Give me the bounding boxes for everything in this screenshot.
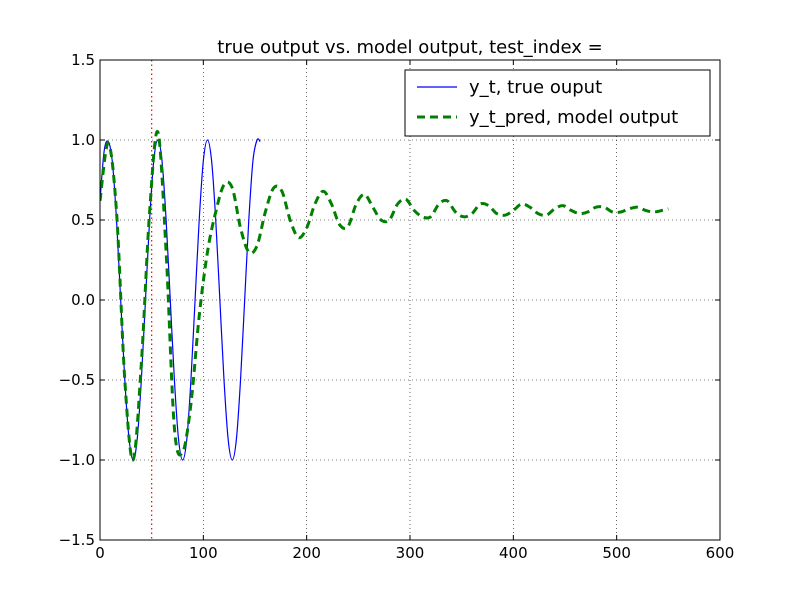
grid-lines	[100, 60, 720, 540]
axes: 0 100 200 300 400 500 600 −1.5 −1.0 −0.5 0.0 0.5 1.0…	[59, 51, 735, 562]
series-layer	[100, 60, 669, 540]
y-tick-label: 0.0	[71, 291, 95, 309]
y-tick-label: −0.5	[59, 371, 95, 389]
y-tick-label: 0.5	[71, 211, 95, 229]
y-tick-label: −1.5	[59, 531, 95, 549]
x-tick-label: 500	[602, 544, 631, 562]
legend-label-1: y_t_pred, model output	[469, 107, 678, 128]
x-tick-label: 200	[292, 544, 321, 562]
legend-box	[404, 69, 711, 137]
x-tick-label: 300	[396, 544, 425, 562]
x-tick-label: 600	[706, 544, 735, 562]
legend-label-0: y_t, true ouput	[469, 77, 602, 98]
y-tick-label: 1.0	[71, 131, 95, 149]
y-tick-label: 1.5	[71, 51, 95, 69]
series-line-1	[100, 130, 669, 462]
legend: y_t, true ouput y_t_pred, model output	[404, 69, 711, 137]
x-tick-label: 100	[189, 544, 218, 562]
x-tick-label: 0	[95, 544, 105, 562]
y-tick-label: −1.0	[59, 451, 95, 469]
chart-title: true output vs. model output, test_index…	[217, 37, 602, 58]
x-tick-label: 400	[499, 544, 528, 562]
